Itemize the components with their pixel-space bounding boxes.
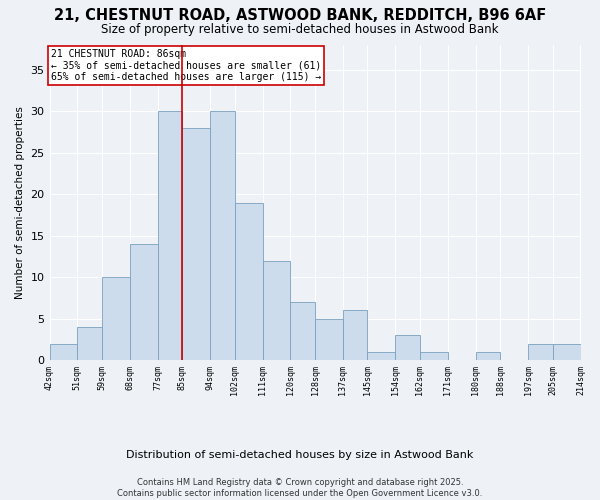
Bar (343, 310, 367, 360)
Text: Size of property relative to semi-detached houses in Astwood Bank: Size of property relative to semi-detach… (101, 22, 499, 36)
Text: Distribution of semi-detached houses by size in Astwood Bank: Distribution of semi-detached houses by … (127, 450, 473, 460)
Bar (367, 352, 395, 360)
Bar (210, 112, 235, 360)
Y-axis label: Number of semi-detached properties: Number of semi-detached properties (15, 106, 25, 299)
Bar (395, 336, 420, 360)
Bar (553, 344, 581, 360)
Bar (158, 112, 182, 360)
Bar (476, 352, 500, 360)
Bar (130, 244, 158, 360)
Bar (235, 202, 263, 360)
Text: 21 CHESTNUT ROAD: 86sqm
← 35% of semi-detached houses are smaller (61)
65% of se: 21 CHESTNUT ROAD: 86sqm ← 35% of semi-de… (51, 49, 322, 82)
Bar (315, 318, 343, 360)
Bar (77, 327, 102, 360)
Bar (102, 277, 130, 360)
Bar (290, 302, 315, 360)
Text: Contains HM Land Registry data © Crown copyright and database right 2025.
Contai: Contains HM Land Registry data © Crown c… (118, 478, 482, 498)
Bar (182, 128, 210, 360)
Bar (263, 260, 290, 360)
Text: 21, CHESTNUT ROAD, ASTWOOD BANK, REDDITCH, B96 6AF: 21, CHESTNUT ROAD, ASTWOOD BANK, REDDITC… (54, 8, 546, 22)
Bar (50, 344, 77, 360)
Bar (420, 352, 448, 360)
Bar (528, 344, 553, 360)
